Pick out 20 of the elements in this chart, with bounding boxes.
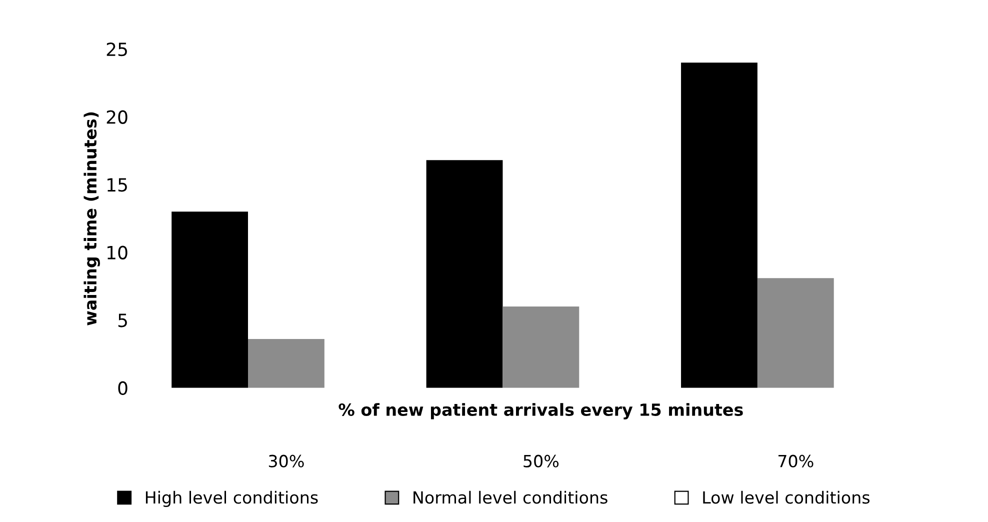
bar bbox=[172, 212, 248, 388]
legend-label: Normal level conditions bbox=[414, 490, 608, 504]
x-tick-label: 30% bbox=[268, 454, 304, 468]
bar bbox=[681, 62, 758, 388]
y-tick-label: 0 bbox=[118, 381, 128, 395]
y-tick-label: 10 bbox=[108, 246, 128, 260]
y-axis-title: waiting time (minutes) bbox=[84, 112, 100, 326]
y-tick-label: 15 bbox=[108, 178, 127, 192]
y-tick-label: 25 bbox=[106, 42, 127, 56]
bar bbox=[757, 278, 834, 388]
bar bbox=[426, 160, 503, 388]
legend-label: Low level conditions bbox=[703, 490, 870, 504]
bar bbox=[502, 306, 580, 388]
x-tick-label: 70% bbox=[778, 454, 814, 468]
x-axis-title: % of new patient arrivals every 15 minutes bbox=[338, 403, 743, 420]
x-tick-label: 50% bbox=[524, 454, 559, 468]
y-tick-label: 20 bbox=[106, 110, 128, 124]
legend-label: High level conditions bbox=[146, 490, 318, 507]
bar bbox=[248, 339, 324, 388]
y-tick-label: 5 bbox=[118, 314, 127, 328]
